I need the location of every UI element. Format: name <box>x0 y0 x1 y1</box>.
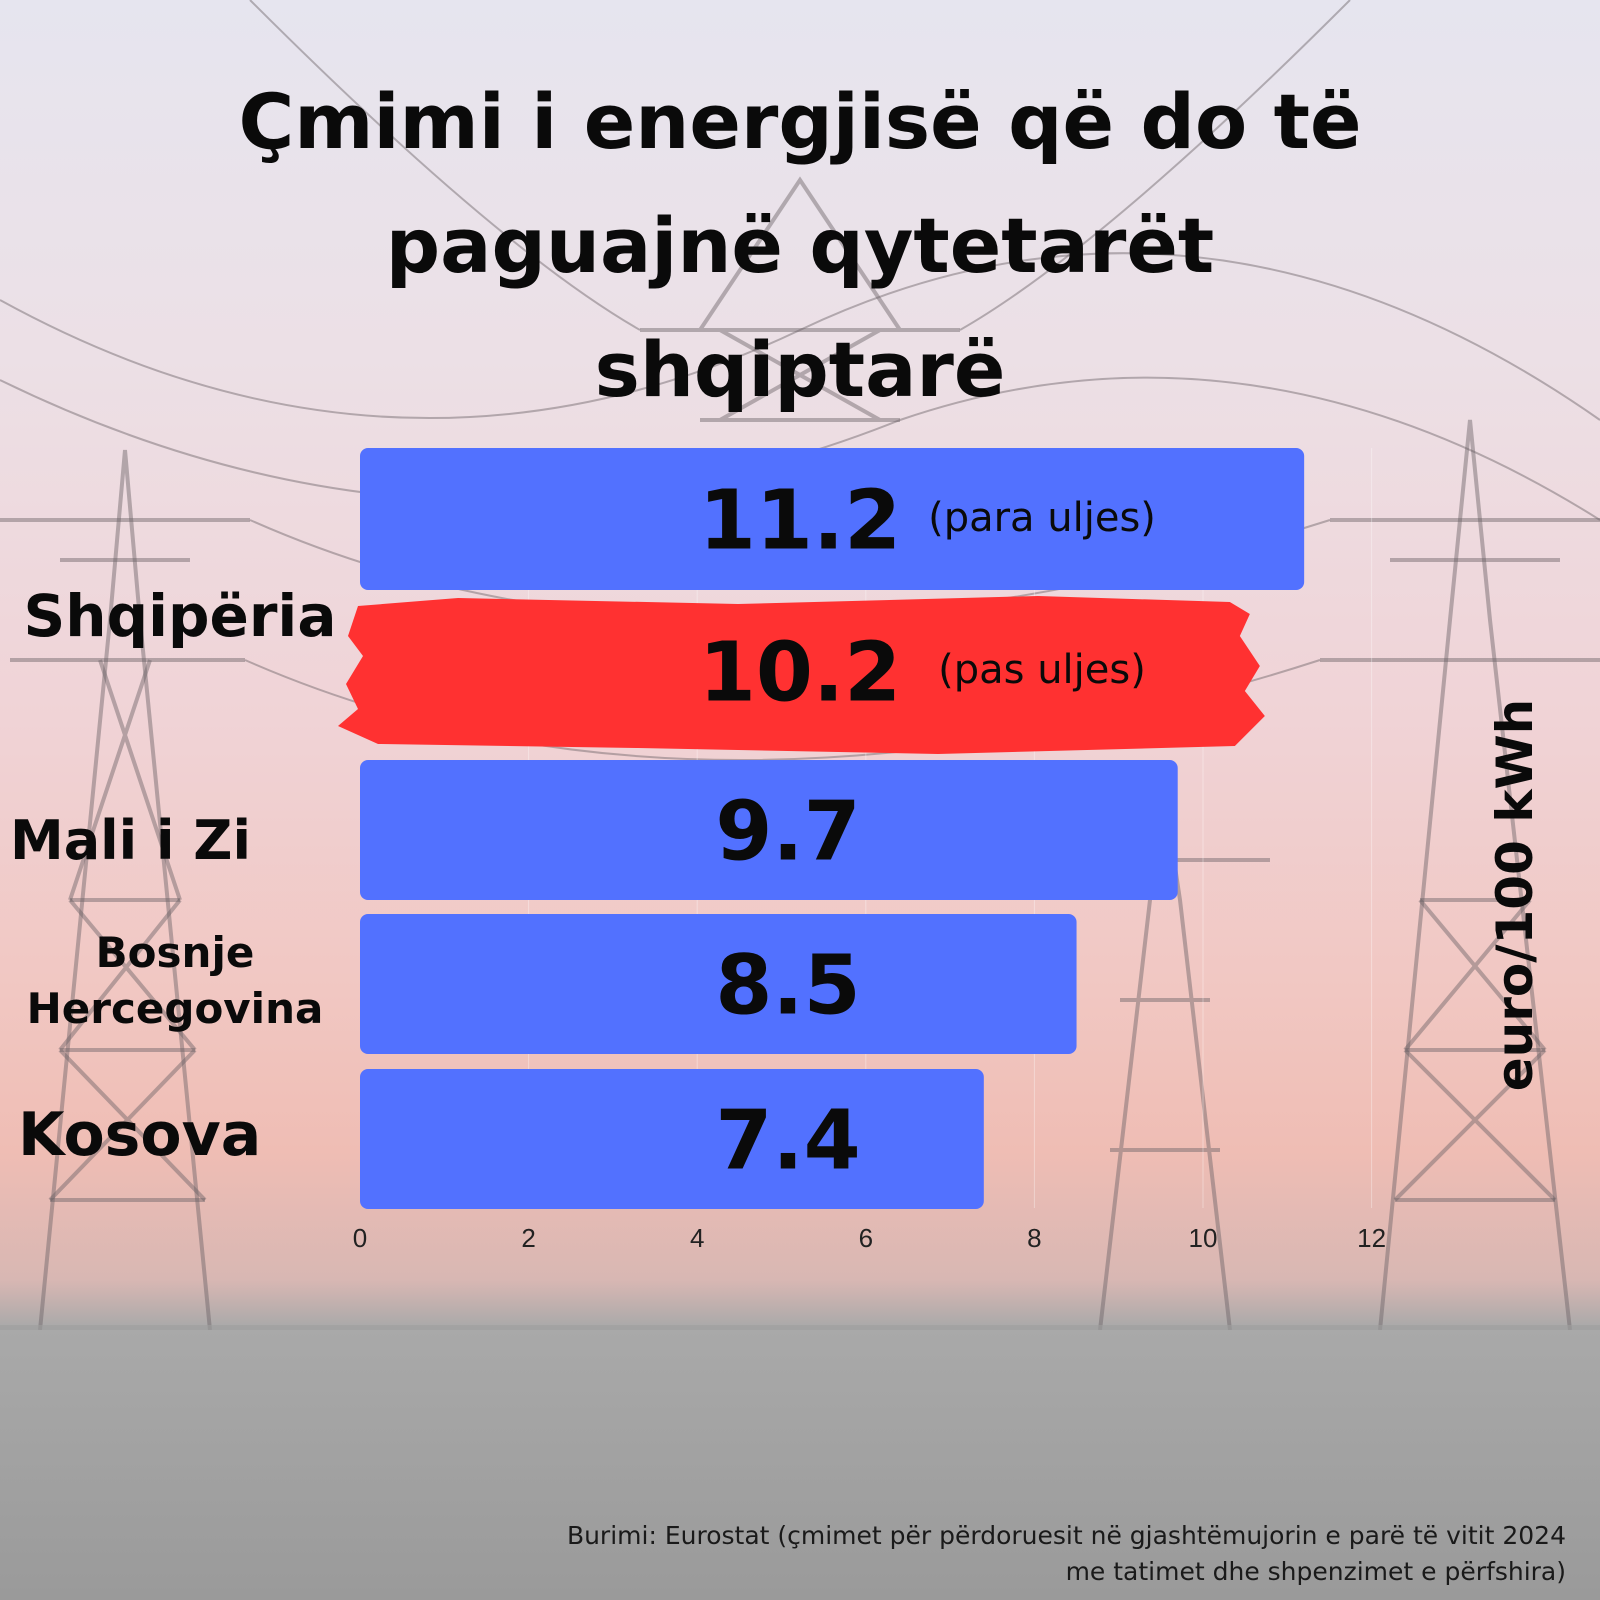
category-label-mali-i-zi: Mali i Zi <box>10 809 251 872</box>
x-tick-label: 0 <box>353 1223 367 1253</box>
category-label-bosnje: Bosnje Hercegovina <box>15 925 335 1037</box>
bar <box>360 448 1305 590</box>
bar-value-label: 8.5 <box>715 939 860 1034</box>
x-tick-label: 4 <box>690 1223 704 1253</box>
bar-value-label: 7.4 <box>715 1094 860 1189</box>
bar <box>360 760 1178 900</box>
bar-note-label: (pas uljes) <box>938 647 1146 693</box>
title-line-3: shqiptarë <box>594 325 1006 414</box>
source-line-2: me tatimet dhe shpenzimet e përfshira) <box>1065 1557 1566 1586</box>
y-axis-label: euro/100 kWh <box>1486 698 1544 1092</box>
x-tick-label: 6 <box>859 1223 873 1253</box>
chart-title: Çmimi i energjisë që do të paguajnë qyte… <box>0 60 1600 432</box>
category-label-bosnje-line1: Bosnje <box>95 928 255 977</box>
source-note: Burimi: Eurostat (çmimet për përdoruesit… <box>366 1518 1566 1590</box>
bar-highlight <box>338 596 1265 754</box>
title-line-2: paguajnë qytetarët <box>385 201 1215 290</box>
title-line-1: Çmimi i energjisë që do të <box>238 77 1362 166</box>
bar-value-label: 9.7 <box>715 785 860 880</box>
bar-note-label: (para uljes) <box>928 495 1156 541</box>
category-label-kosova: Kosova <box>18 1100 262 1170</box>
category-label-bosnje-line2: Hercegovina <box>26 984 324 1033</box>
bar <box>360 914 1077 1054</box>
x-tick-label: 8 <box>1027 1223 1041 1253</box>
bar-value-label: 10.2 <box>699 626 901 721</box>
source-line-1: Burimi: Eurostat (çmimet për përdoruesit… <box>566 1521 1566 1550</box>
x-tick-label: 2 <box>521 1223 535 1253</box>
x-tick-label: 10 <box>1189 1223 1218 1253</box>
bar-value-label: 11.2 <box>699 474 901 569</box>
bar <box>360 1069 984 1209</box>
category-label-shqiperia: Shqipëria <box>23 582 337 650</box>
x-tick-label: 12 <box>1357 1223 1386 1253</box>
